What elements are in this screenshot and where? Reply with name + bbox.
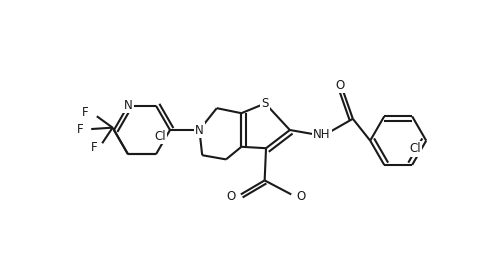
Text: Cl: Cl [154,130,166,143]
Text: N: N [124,99,132,112]
Text: O: O [296,190,306,203]
Text: NH: NH [313,128,331,141]
Text: O: O [227,190,236,203]
Text: O: O [335,79,345,92]
Text: Cl: Cl [409,142,421,156]
Text: F: F [82,106,89,119]
Text: S: S [261,97,269,110]
Text: F: F [76,123,83,136]
Text: N: N [195,123,204,137]
Text: F: F [91,141,97,154]
